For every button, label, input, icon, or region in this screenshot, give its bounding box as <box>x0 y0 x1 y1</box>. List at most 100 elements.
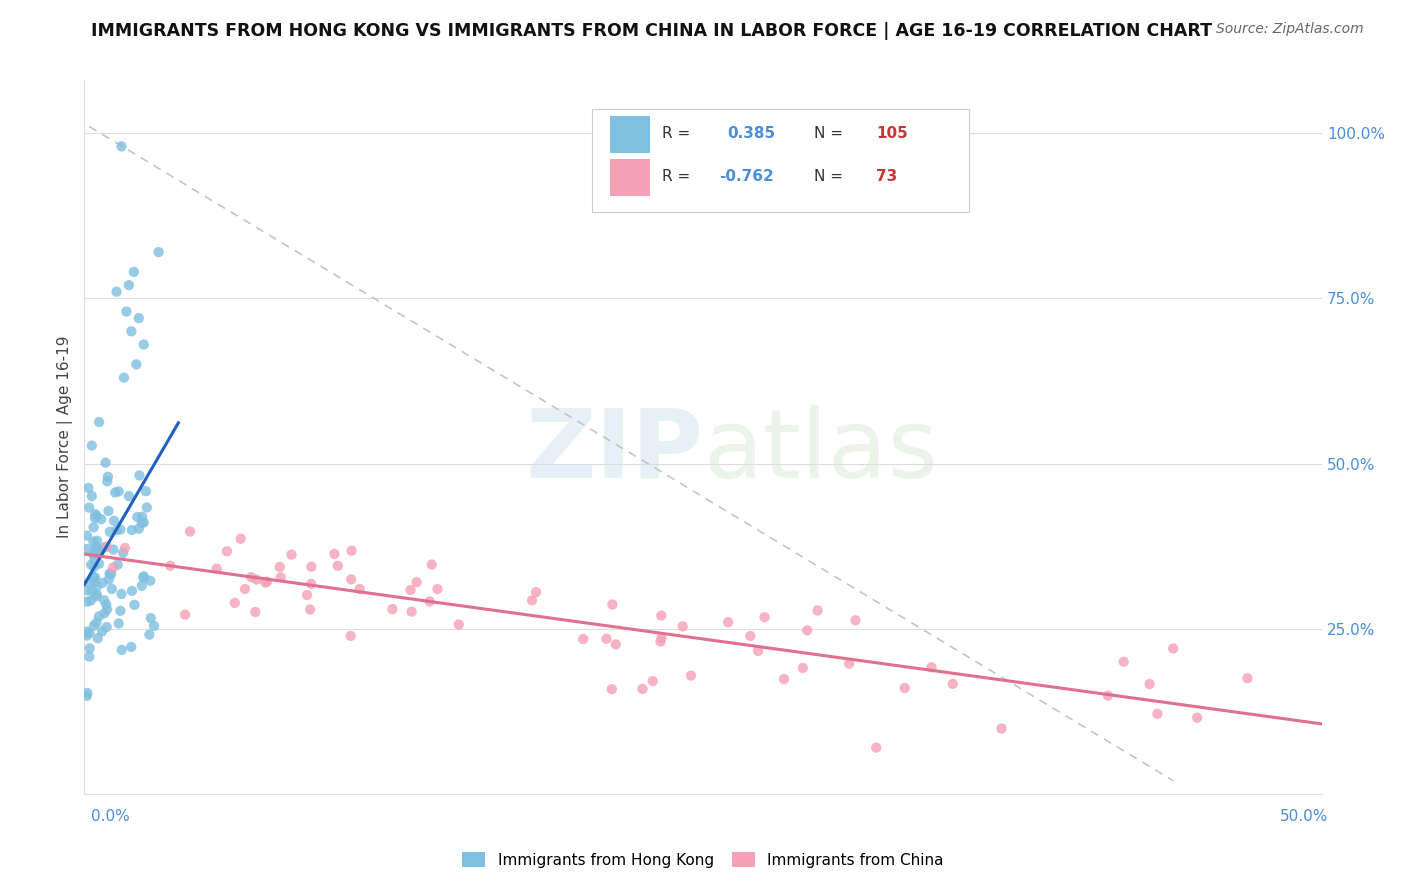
Point <box>96 475 118 489</box>
Point <box>91 624 114 639</box>
Point <box>401 605 423 619</box>
Point <box>107 616 129 631</box>
Point <box>269 560 291 574</box>
Point <box>86 615 108 630</box>
Point <box>77 575 100 590</box>
Point <box>82 534 104 549</box>
Point <box>844 613 866 627</box>
Point <box>80 558 103 572</box>
Point <box>323 547 346 561</box>
Point <box>1097 689 1119 703</box>
Point <box>595 632 617 646</box>
Point <box>125 358 148 372</box>
Point <box>87 415 110 429</box>
Point <box>602 598 624 612</box>
Point <box>107 484 129 499</box>
Point <box>572 632 595 646</box>
Text: -0.762: -0.762 <box>718 169 773 184</box>
Point <box>87 557 110 571</box>
Point <box>1146 706 1168 721</box>
Point <box>101 582 124 596</box>
Point <box>96 598 118 612</box>
Point <box>600 682 623 697</box>
Point <box>127 510 149 524</box>
Point <box>90 512 112 526</box>
Point <box>299 559 322 574</box>
Point <box>326 558 349 573</box>
Point <box>84 544 107 558</box>
Point <box>83 553 105 567</box>
Point <box>84 570 107 584</box>
Point <box>419 594 441 608</box>
Point <box>107 558 129 572</box>
Point <box>87 609 110 624</box>
Point <box>605 637 627 651</box>
Point <box>121 523 143 537</box>
Point <box>94 541 117 555</box>
Point <box>893 681 915 695</box>
Point <box>83 560 105 574</box>
Point <box>806 603 828 617</box>
Point <box>120 324 142 338</box>
Point <box>229 532 252 546</box>
Point <box>135 500 157 515</box>
Point <box>135 484 157 499</box>
Point <box>101 560 124 574</box>
Point <box>80 489 103 503</box>
Point <box>132 337 155 351</box>
Point <box>1139 677 1161 691</box>
Point <box>233 582 256 596</box>
Point <box>87 631 110 645</box>
Point <box>86 579 108 593</box>
Point <box>77 500 100 515</box>
Point <box>405 575 427 590</box>
Point <box>132 569 155 583</box>
Point <box>110 139 132 153</box>
Point <box>76 629 98 643</box>
Point <box>118 278 141 293</box>
Point <box>679 668 702 682</box>
Point <box>349 582 371 596</box>
Point <box>96 602 118 616</box>
Point <box>83 520 105 534</box>
Point <box>77 481 100 495</box>
Point <box>97 573 120 587</box>
Point <box>717 615 740 630</box>
Point <box>110 587 132 601</box>
Point <box>79 649 101 664</box>
Point <box>1236 671 1258 685</box>
Point <box>83 548 105 562</box>
Point <box>270 570 292 584</box>
Text: IMMIGRANTS FROM HONG KONG VS IMMIGRANTS FROM CHINA IN LABOR FORCE | AGE 16-19 CO: IMMIGRANTS FROM HONG KONG VS IMMIGRANTS … <box>91 22 1212 40</box>
Point <box>98 524 121 539</box>
Point <box>97 504 120 518</box>
Point <box>447 617 470 632</box>
Point <box>124 598 146 612</box>
Point <box>865 740 887 755</box>
Point <box>76 686 98 700</box>
Point <box>1112 655 1135 669</box>
Point <box>128 522 150 536</box>
Point <box>179 524 201 539</box>
Point <box>838 657 860 671</box>
Point <box>118 489 141 503</box>
Point <box>86 509 108 524</box>
Point <box>132 571 155 585</box>
Point <box>110 523 132 537</box>
Point <box>240 570 263 584</box>
Point <box>754 610 776 624</box>
Point <box>650 631 672 645</box>
Point <box>93 607 115 621</box>
Point <box>83 574 105 589</box>
Point <box>80 593 103 607</box>
Point <box>520 593 543 607</box>
Point <box>131 516 153 530</box>
Point <box>340 572 363 586</box>
Point <box>340 543 363 558</box>
Point <box>96 540 118 554</box>
Y-axis label: In Labor Force | Age 16-19: In Labor Force | Age 16-19 <box>58 335 73 539</box>
Point <box>420 558 443 572</box>
Point <box>650 608 672 623</box>
Point <box>83 618 105 632</box>
Point <box>79 641 101 656</box>
